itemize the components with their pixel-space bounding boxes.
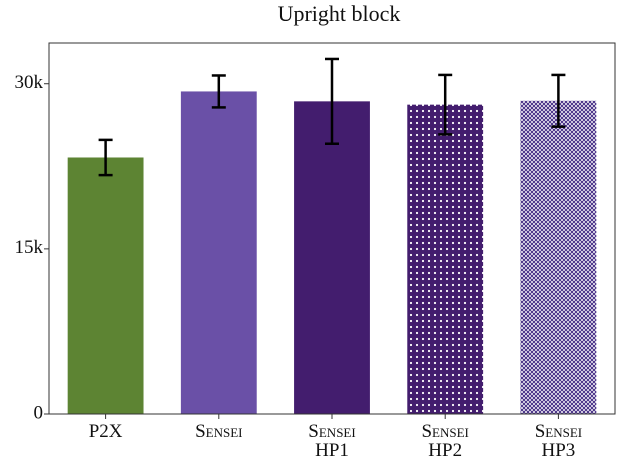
error-bar [438,73,453,136]
bar [180,91,257,414]
plot-frame [48,42,616,415]
y-tick-label: 0 [34,402,44,423]
chart-title: Upright block [278,1,401,26]
bar [67,157,144,414]
x-tick-label: Sensei [195,421,243,442]
error-bar [98,138,113,177]
bar [520,100,597,414]
bar [407,104,484,415]
x-tick-label: P2X [88,421,123,442]
x-tick-label: Sensei HP2 [421,421,469,461]
error-bar [551,73,566,128]
y-tick-label: 15k [15,237,44,258]
error-bar [325,57,339,145]
x-tick-label: Sensei HP1 [308,421,356,461]
y-tick-label: 30k [15,72,44,93]
error-bar [211,74,226,109]
x-tick-label: Sensei HP3 [534,421,583,461]
bar [294,101,370,415]
